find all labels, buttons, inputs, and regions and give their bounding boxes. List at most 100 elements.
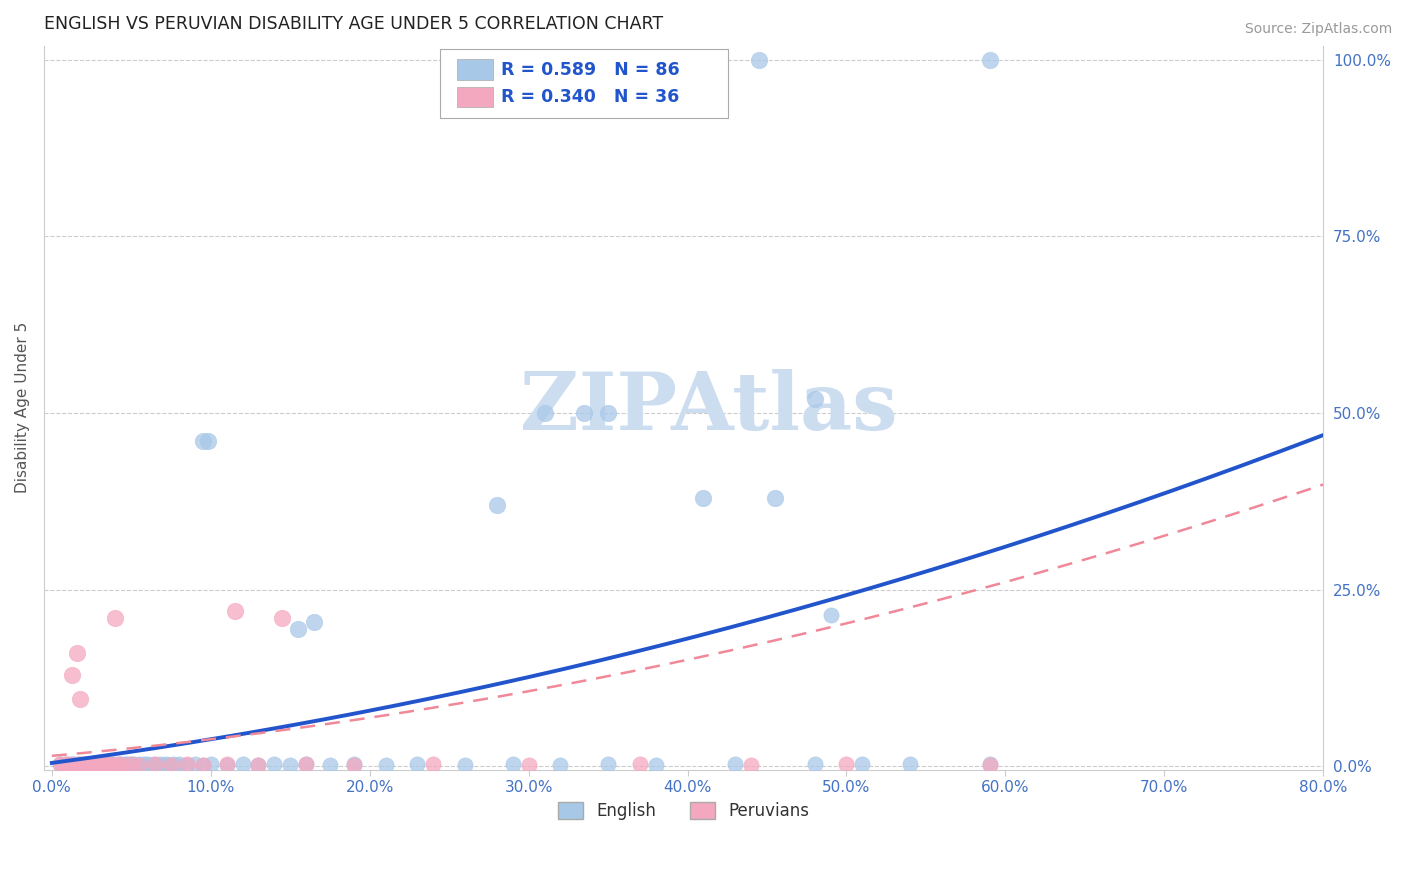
Point: [75, 757, 97, 772]
Point: [76, 757, 98, 772]
Point: [53, 757, 76, 772]
Point: [66, 757, 89, 772]
Point: [224, 604, 246, 618]
Point: [139, 758, 162, 772]
Point: [374, 758, 396, 772]
Point: [124, 757, 146, 772]
Point: [49, 757, 72, 772]
Point: [803, 757, 825, 772]
Point: [574, 406, 596, 420]
Bar: [457, 87, 494, 107]
Point: [263, 757, 285, 772]
Point: [215, 757, 238, 772]
Point: [62, 757, 84, 772]
Point: [49, 757, 72, 772]
Point: [406, 757, 429, 772]
Point: [66, 647, 89, 661]
Point: [247, 758, 270, 772]
Point: [117, 757, 139, 772]
Point: [77, 758, 100, 772]
Point: [82, 757, 104, 772]
Point: [93, 758, 115, 772]
Point: [295, 757, 318, 772]
Point: [165, 758, 187, 772]
Point: [898, 757, 921, 772]
Point: [90, 758, 112, 772]
Point: [98, 757, 121, 772]
Point: [200, 757, 222, 772]
Point: [103, 758, 125, 772]
Text: ZIPAtlas: ZIPAtlas: [520, 368, 898, 447]
Point: [278, 758, 301, 772]
Y-axis label: Disability Age Under 5: Disability Age Under 5: [15, 322, 30, 493]
Point: [100, 757, 122, 772]
Legend: English, Peruvians: English, Peruvians: [551, 796, 815, 827]
Point: [271, 611, 294, 625]
Point: [100, 758, 122, 772]
Point: [763, 491, 786, 505]
Point: [596, 757, 619, 772]
Point: [287, 622, 309, 636]
Point: [803, 392, 825, 406]
Point: [125, 758, 148, 772]
Point: [724, 757, 747, 772]
Point: [70, 758, 93, 772]
Point: [80, 758, 103, 772]
Point: [132, 757, 155, 772]
Text: Source: ZipAtlas.com: Source: ZipAtlas.com: [1244, 22, 1392, 37]
Point: [692, 491, 714, 505]
Point: [191, 758, 214, 772]
Point: [107, 757, 129, 772]
Point: [93, 757, 115, 772]
Point: [79, 757, 101, 772]
Point: [122, 758, 145, 772]
Point: [59, 757, 82, 772]
Text: ENGLISH VS PERUVIAN DISABILITY AGE UNDER 5 CORRELATION CHART: ENGLISH VS PERUVIAN DISABILITY AGE UNDER…: [44, 15, 664, 33]
Point: [533, 406, 555, 420]
Point: [101, 757, 124, 772]
Point: [115, 758, 138, 772]
Point: [65, 758, 87, 772]
Point: [191, 434, 214, 449]
Point: [72, 757, 94, 772]
Bar: [457, 60, 494, 79]
Point: [979, 757, 1001, 772]
Point: [87, 758, 110, 772]
Point: [835, 757, 858, 772]
Point: [91, 757, 114, 772]
Point: [159, 758, 181, 772]
Point: [120, 757, 142, 772]
Point: [176, 757, 198, 772]
Point: [112, 758, 135, 772]
Point: [96, 758, 118, 772]
Point: [748, 53, 770, 67]
Text: R = 0.589   N = 86: R = 0.589 N = 86: [501, 61, 679, 78]
Point: [149, 757, 172, 772]
Point: [83, 758, 105, 772]
Point: [197, 434, 219, 449]
Point: [422, 757, 444, 772]
Point: [184, 757, 207, 772]
Point: [52, 758, 75, 772]
Point: [77, 758, 100, 772]
Point: [55, 757, 77, 772]
Point: [107, 757, 129, 772]
Point: [63, 757, 86, 772]
Point: [628, 757, 651, 772]
Point: [247, 758, 270, 772]
Point: [62, 758, 84, 772]
Point: [740, 758, 762, 772]
Point: [820, 607, 842, 622]
Point: [979, 758, 1001, 772]
Point: [90, 758, 112, 772]
Point: [454, 758, 477, 772]
Point: [70, 758, 93, 772]
Point: [86, 757, 108, 772]
Point: [596, 406, 619, 420]
Point: [104, 611, 127, 625]
Point: [191, 758, 214, 772]
Text: R = 0.340   N = 36: R = 0.340 N = 36: [501, 88, 679, 106]
Point: [550, 758, 572, 772]
Point: [65, 758, 87, 772]
Point: [128, 757, 150, 772]
